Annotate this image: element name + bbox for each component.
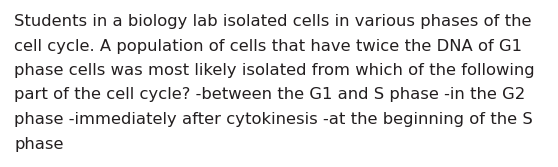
Text: phase: phase: [14, 136, 64, 151]
Text: cell cycle. A population of cells that have twice the DNA of G1: cell cycle. A population of cells that h…: [14, 39, 522, 53]
Text: Students in a biology lab isolated cells in various phases of the: Students in a biology lab isolated cells…: [14, 14, 532, 29]
Text: part of the cell cycle? -between the G1 and S phase -in the G2: part of the cell cycle? -between the G1 …: [14, 88, 525, 103]
Text: phase -immediately after cytokinesis -at the beginning of the S: phase -immediately after cytokinesis -at…: [14, 112, 533, 127]
Text: phase cells was most likely isolated from which of the following: phase cells was most likely isolated fro…: [14, 63, 535, 78]
